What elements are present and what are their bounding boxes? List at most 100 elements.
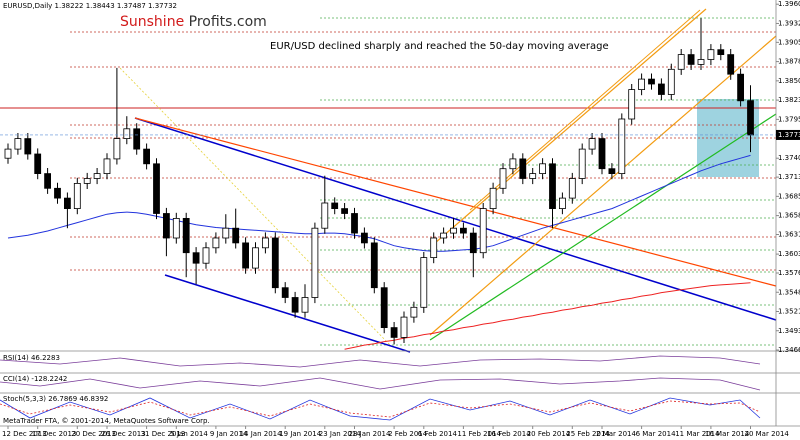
candle-body xyxy=(360,232,368,244)
x-tick-label: 9 Jan 2014 xyxy=(210,430,248,438)
last-price-box xyxy=(776,129,800,140)
candle-body xyxy=(588,138,596,150)
candle-body xyxy=(598,138,606,170)
candle-body xyxy=(341,208,349,214)
y-tick-label: 1.36855 xyxy=(778,192,800,200)
candle-body xyxy=(232,227,240,244)
candle-body xyxy=(658,83,665,95)
y-tick-label: 1.35210 xyxy=(778,308,800,316)
candle-body xyxy=(331,202,339,209)
y-tick-label: 1.36310 xyxy=(778,231,800,239)
candle-body xyxy=(707,49,715,60)
candle-body xyxy=(420,257,428,308)
candle-body xyxy=(271,237,279,289)
candle-body xyxy=(321,202,329,229)
footer: MetaTrader FTA, © 2001-2014, MetaQuotes … xyxy=(3,417,210,425)
candle-body xyxy=(400,316,408,338)
candle-body xyxy=(440,232,448,239)
candle-body xyxy=(578,148,586,179)
indicator-label: RSI(14) 46.2283 xyxy=(3,354,60,362)
candle-body xyxy=(153,163,160,214)
candle-body xyxy=(430,237,438,259)
indicator-label: Stoch(5,3,3) 26.7869 46.8392 xyxy=(3,395,108,403)
moving-average xyxy=(344,282,751,350)
candle-body xyxy=(717,49,725,56)
y-tick-label: 1.39055 xyxy=(778,38,800,46)
fib-diagonal xyxy=(119,67,391,346)
candle-body xyxy=(64,197,71,210)
candle-body xyxy=(301,297,309,313)
candle-body xyxy=(549,163,556,210)
candle-body xyxy=(182,217,190,254)
y-tick-label: 1.37955 xyxy=(778,115,800,123)
x-tick-label: 11 Mar 2014 xyxy=(675,430,720,438)
candle-body xyxy=(261,237,269,249)
chart-header: EURUSD,Daily 1.38222 1.38443 1.37487 1.3… xyxy=(3,2,177,10)
candle-body xyxy=(618,118,626,174)
x-tick-label: 17 Dec 2013 xyxy=(32,430,77,438)
candle-body xyxy=(667,68,675,95)
logo: Sunshine Profits.com xyxy=(120,14,267,30)
candle-body xyxy=(608,168,616,174)
candle-body xyxy=(212,237,220,249)
candle-body xyxy=(390,327,398,338)
x-tick-label: 20 Dec 2013 xyxy=(71,430,116,438)
candle-body xyxy=(509,158,517,170)
x-tick-label: 11 Feb 2014 xyxy=(457,430,501,438)
y-tick-label: 1.38505 xyxy=(778,77,800,85)
candle-body xyxy=(568,178,576,199)
rsi-trace xyxy=(0,355,761,368)
candle-body xyxy=(677,54,685,70)
x-tick-label: 28 Jan 2014 xyxy=(349,430,392,438)
y-tick-label: 1.36030 xyxy=(778,250,800,258)
candle-body xyxy=(519,158,527,179)
candle-body xyxy=(24,138,32,155)
candle-body xyxy=(311,227,319,298)
trend-line xyxy=(469,9,701,211)
x-tick-label: 6 Mar 2014 xyxy=(636,430,676,438)
candle-body xyxy=(459,227,467,234)
y-tick-label: 1.35760 xyxy=(778,269,800,277)
x-tick-label: 14 Jan 2014 xyxy=(240,430,283,438)
candle-body xyxy=(14,138,22,150)
candle-body xyxy=(410,306,418,318)
x-tick-label: 16 Feb 2014 xyxy=(487,430,531,438)
candle-body xyxy=(222,227,230,239)
candle-body xyxy=(559,197,566,210)
candle-body xyxy=(737,73,744,102)
candle-body xyxy=(499,168,507,189)
candle-body xyxy=(638,78,645,90)
candle-body xyxy=(4,148,12,159)
candle-body xyxy=(44,173,51,189)
x-tick-label: 2 Feb 2014 xyxy=(388,430,428,438)
x-tick-label: 19 Jan 2014 xyxy=(279,430,322,438)
x-tick-label: 31 Dec 2013 xyxy=(141,430,186,438)
candle-body xyxy=(192,252,200,264)
candle-body xyxy=(697,59,705,65)
candle-body xyxy=(291,297,299,313)
x-tick-label: 6 Feb 2014 xyxy=(418,430,458,438)
fib-levels-green xyxy=(320,17,776,346)
x-tick-label: 20 Feb 2014 xyxy=(527,430,571,438)
trend-line xyxy=(429,35,777,336)
y-tick-label: 1.34660 xyxy=(778,346,800,354)
x-tick-label: 20 Mar 2014 xyxy=(745,430,790,438)
trend-line xyxy=(429,113,777,341)
trend-line xyxy=(164,274,411,353)
y-tick-label: 1.37130 xyxy=(778,173,800,181)
y-tick-label: 1.38230 xyxy=(778,96,800,104)
candle-body xyxy=(202,247,210,264)
candle-body xyxy=(370,242,378,289)
candle-body xyxy=(34,153,42,175)
logo-part: Profits.com xyxy=(189,14,267,30)
candle-body xyxy=(54,187,61,199)
candle-body xyxy=(103,158,111,174)
trend-line xyxy=(134,117,777,287)
x-tick-label: 5 Jan 2014 xyxy=(170,430,208,438)
x-tick-label: 25 Feb 2014 xyxy=(566,430,610,438)
candle-body xyxy=(628,89,636,120)
candle-body xyxy=(73,182,81,209)
candle-body xyxy=(113,138,121,160)
y-tick-label: 1.39325 xyxy=(778,19,800,27)
